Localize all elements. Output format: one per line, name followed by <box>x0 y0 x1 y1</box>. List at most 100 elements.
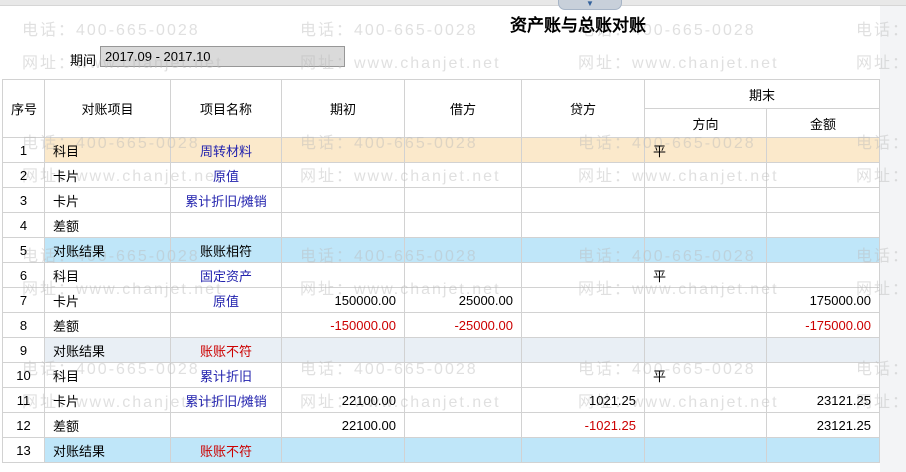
table-row[interactable]: 5 对账结果 账账相符 <box>2 237 881 263</box>
cell-name[interactable]: 固定资产 <box>170 262 282 288</box>
cell-credit <box>521 212 645 238</box>
cell-seq: 5 <box>2 237 45 263</box>
table-row[interactable]: 13 对账结果 账账不符 <box>2 437 881 463</box>
cell-opening <box>281 437 405 463</box>
col-header-ending: 期末 <box>643 79 881 109</box>
cell-direction: 平 <box>644 137 767 163</box>
cell-debit <box>404 262 522 288</box>
period-input[interactable]: 2017.09 - 2017.10 <box>100 46 345 67</box>
collapse-panel-handle[interactable]: ▼ <box>558 0 622 10</box>
table-row[interactable]: 11 卡片 累计折旧/摊销 22100.00 1021.25 23121.25 <box>2 387 881 413</box>
cell-item: 卡片 <box>44 187 171 213</box>
watermark-text: 电话：400-665-0028 <box>22 22 200 39</box>
cell-name[interactable]: 累计折旧/摊销 <box>170 387 282 413</box>
cell-opening <box>281 237 405 263</box>
reconciliation-table: 序号 对账项目 项目名称 期初 借方 贷方 期末 方向 金额 1 科目 周转材料平 2… <box>2 79 881 463</box>
cell-name[interactable]: 累计折旧 <box>170 362 282 388</box>
watermark-text: 电话：400-665-0028 <box>578 468 756 472</box>
table-row[interactable]: 9 对账结果 账账不符 <box>2 337 881 363</box>
cell-item-text: 差额 <box>53 418 80 434</box>
cell-name-text: 固定资产 <box>199 268 252 284</box>
cell-direction: 平 <box>644 262 767 288</box>
cell-debit-text: 25000.00 <box>458 292 513 308</box>
cell-opening <box>281 162 405 188</box>
col-header-label: 贷方 <box>569 102 596 117</box>
period-label: 期间 <box>70 53 97 68</box>
col-header-debit: 借方 <box>404 79 522 138</box>
cell-item-text: 科目 <box>53 143 80 159</box>
cell-direction <box>644 337 767 363</box>
cell-seq: 12 <box>2 412 45 438</box>
cell-name-text: 账账不符 <box>199 343 252 359</box>
cell-seq: 7 <box>2 287 45 313</box>
cell-direction <box>644 237 767 263</box>
table-row[interactable]: 2 卡片 原值 <box>2 162 881 188</box>
cell-item: 卡片 <box>44 387 171 413</box>
cell-name[interactable]: 周转材料 <box>170 137 282 163</box>
cell-amount-text: -175000.00 <box>805 317 872 333</box>
cell-seq-text: 4 <box>19 217 28 233</box>
cell-item-text: 科目 <box>53 368 80 384</box>
cell-name <box>170 212 282 238</box>
table-row[interactable]: 6 科目 固定资产 平 <box>2 262 881 288</box>
cell-name <box>170 412 282 438</box>
cell-item-text: 卡片 <box>53 168 80 184</box>
cell-direction <box>644 212 767 238</box>
top-strip <box>0 0 906 6</box>
cell-item-text: 对账结果 <box>53 443 106 459</box>
cell-amount <box>765 262 881 288</box>
cell-name[interactable]: 原值 <box>170 287 282 313</box>
cell-name[interactable]: 原值 <box>170 162 282 188</box>
cell-name-text: 账账相符 <box>199 243 252 259</box>
cell-item: 科目 <box>44 262 171 288</box>
cell-item: 卡片 <box>44 162 171 188</box>
table-body: 1 科目 周转材料平 2 卡片 原值 3 卡片 累计折旧/摊销 4 差额 5 对账结果 账账相符 6 科目 固定… <box>2 137 881 463</box>
cell-seq-text: 7 <box>19 292 28 308</box>
cell-direction <box>644 412 767 438</box>
cell-seq: 9 <box>2 337 45 363</box>
cell-credit <box>521 312 645 338</box>
cell-credit <box>521 137 645 163</box>
cell-name: 账账不符 <box>170 437 282 463</box>
cell-debit <box>404 387 522 413</box>
cell-opening-text: 22100.00 <box>341 417 396 433</box>
table-row[interactable]: 4 差额 <box>2 212 881 238</box>
cell-credit <box>521 237 645 263</box>
col-header-item: 对账项目 <box>44 79 171 138</box>
cell-debit <box>404 237 522 263</box>
cell-item: 科目 <box>44 137 171 163</box>
cell-item-text: 卡片 <box>53 193 80 209</box>
cell-seq-text: 5 <box>19 242 28 258</box>
col-header-credit: 贷方 <box>521 79 645 138</box>
cell-credit-text: -1021.25 <box>584 417 636 433</box>
cell-amount <box>765 137 881 163</box>
cell-debit <box>404 362 522 388</box>
cell-debit <box>404 162 522 188</box>
col-header-label: 期末 <box>749 87 776 103</box>
cell-opening: 22100.00 <box>281 412 405 438</box>
cell-seq: 4 <box>2 212 45 238</box>
cell-name <box>170 312 282 338</box>
cell-name[interactable]: 累计折旧/摊销 <box>170 187 282 213</box>
cell-name: 账账相符 <box>170 237 282 263</box>
cell-item-text: 卡片 <box>53 393 80 409</box>
cell-direction <box>644 437 767 463</box>
cell-item: 差额 <box>44 212 171 238</box>
table-header: 序号 对账项目 项目名称 期初 借方 贷方 期末 方向 金额 <box>2 79 881 138</box>
cell-name: 账账不符 <box>170 337 282 363</box>
cell-name-text: 原值 <box>212 293 239 309</box>
table-row[interactable]: 3 卡片 累计折旧/摊销 <box>2 187 881 213</box>
table-row[interactable]: 8 差额 -150000.00 -25000.00 -175000.00 <box>2 312 881 338</box>
col-header-label: 金额 <box>810 116 837 132</box>
cell-debit <box>404 212 522 238</box>
cell-direction-text: 平 <box>653 268 667 284</box>
cell-credit: -1021.25 <box>521 412 645 438</box>
table-row[interactable]: 10 科目 累计折旧 平 <box>2 362 881 388</box>
cell-amount <box>765 162 881 188</box>
cell-seq-text: 10 <box>16 367 31 383</box>
table-row[interactable]: 7 卡片 原值 150000.00 25000.00 175000.00 <box>2 287 881 313</box>
table-row[interactable]: 12 差额 22100.00 -1021.25 23121.25 <box>2 412 881 438</box>
table-row[interactable]: 1 科目 周转材料 平 <box>2 137 881 163</box>
cell-direction <box>644 287 767 313</box>
cell-item: 科目 <box>44 362 171 388</box>
